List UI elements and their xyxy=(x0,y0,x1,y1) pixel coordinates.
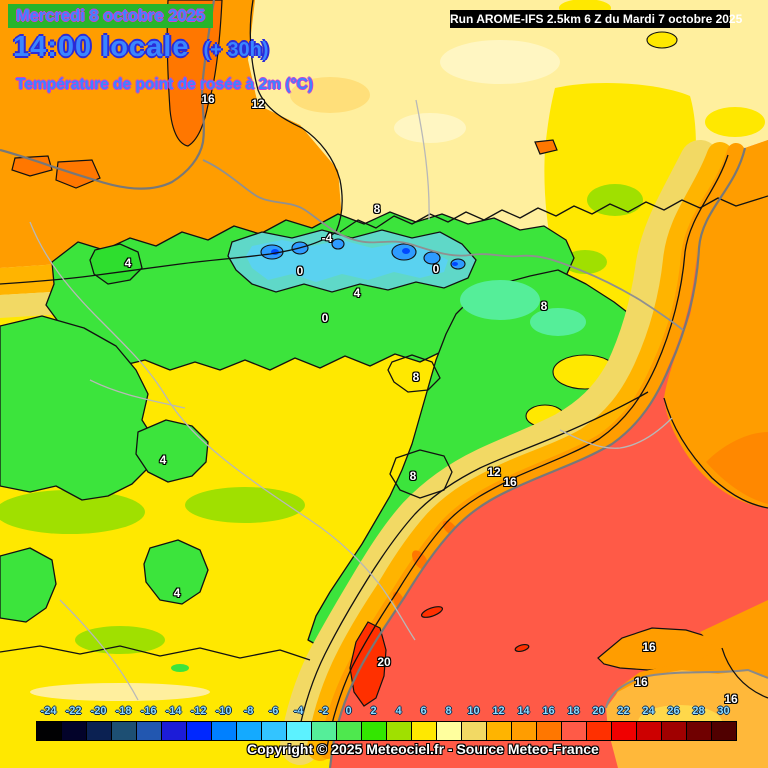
contour-label: 8 xyxy=(540,299,548,313)
colorbar-cell xyxy=(462,722,487,740)
colorbar-cell xyxy=(187,722,212,740)
colorbar-cell xyxy=(262,722,287,740)
contour-label: 8 xyxy=(412,370,420,384)
contour-label: 0 xyxy=(432,262,440,276)
contour-label: 4 xyxy=(124,256,132,270)
colorbar-tick: -10 xyxy=(215,705,232,717)
forecast-offset-label: (+ 30h) xyxy=(203,39,269,61)
colorbar-tick: 24 xyxy=(642,705,655,717)
contour-label: 8 xyxy=(409,469,417,483)
colorbar-cell xyxy=(387,722,412,740)
date-label: Mercredi 8 octobre 2025 xyxy=(16,7,205,25)
valid-time: 14:00 locale (+ 30h) xyxy=(13,31,268,64)
colorbar-tick: 2 xyxy=(370,705,377,717)
contour-label: 4 xyxy=(159,453,167,467)
contour-label: 16 xyxy=(634,675,648,689)
colorbar-tick: 4 xyxy=(395,705,402,717)
colorbar-tick: -2 xyxy=(318,705,329,717)
colorbar-cell xyxy=(112,722,137,740)
colorbar-tick: -14 xyxy=(165,705,182,717)
colorbar-tick: -22 xyxy=(65,705,82,717)
colorbar-tick: -4 xyxy=(293,705,304,717)
colorbar-tick: 26 xyxy=(667,705,680,717)
colorbar-tick: -18 xyxy=(115,705,132,717)
colorbar-tick: -24 xyxy=(40,705,57,717)
colorbar-tick: -12 xyxy=(190,705,207,717)
colorbar-cell xyxy=(287,722,312,740)
colorbar-tick: 18 xyxy=(567,705,580,717)
date-badge: Mercredi 8 octobre 2025 xyxy=(8,4,213,28)
colorbar-cell xyxy=(437,722,462,740)
colorbar-tick: -20 xyxy=(90,705,107,717)
colorbar-cell xyxy=(612,722,637,740)
colorbar-cell xyxy=(562,722,587,740)
colorbar-cell xyxy=(337,722,362,740)
colorbar-tick: 12 xyxy=(492,705,505,717)
contour-label: 0 xyxy=(321,311,329,325)
variable-label: Température de point de rosée à 2m (°C) xyxy=(16,76,314,93)
contour-label: 16 xyxy=(201,92,215,106)
colorbar-cell xyxy=(362,722,387,740)
contour-label: 16 xyxy=(642,640,656,654)
contour-label: 4 xyxy=(353,286,361,300)
colorbar-cell xyxy=(37,722,62,740)
colorbar-tick: 0 xyxy=(345,705,352,717)
colorbar-tick: 14 xyxy=(517,705,530,717)
contour-label: 12 xyxy=(251,97,265,111)
contour-label: 12 xyxy=(487,465,501,479)
contour-label: 8 xyxy=(373,202,381,216)
colorbar-cell xyxy=(237,722,262,740)
contour-label: 20 xyxy=(377,655,391,669)
colorbar-cell xyxy=(637,722,662,740)
colorbar-tick: 28 xyxy=(692,705,705,717)
colorbar-tick: 22 xyxy=(617,705,630,717)
colorbar-cell xyxy=(687,722,712,740)
colorbar-tick: -6 xyxy=(268,705,279,717)
colorbar-cell xyxy=(87,722,112,740)
colorbar-cell xyxy=(162,722,187,740)
model-run-label: Run AROME-IFS 2.5km 6 Z du Mardi 7 octob… xyxy=(450,10,743,28)
colorbar-cell xyxy=(537,722,562,740)
colorbar-tick: 30 xyxy=(717,705,730,717)
copyright-label: Copyright © 2025 Meteociel.fr - Source M… xyxy=(247,741,599,757)
colorbar-cell xyxy=(662,722,687,740)
contour-label: 16 xyxy=(503,475,517,489)
contour-label: 16 xyxy=(724,692,738,706)
colorbar-tick: 8 xyxy=(445,705,452,717)
contour-label: 4 xyxy=(173,586,181,600)
colorbar-cell xyxy=(487,722,512,740)
local-time-label: 14:00 locale xyxy=(13,31,190,63)
colorbar-tick: 20 xyxy=(592,705,605,717)
colorbar-tick: 10 xyxy=(467,705,480,717)
colorbar-cell xyxy=(137,722,162,740)
colorbar-cell xyxy=(212,722,237,740)
colorbar-cell xyxy=(312,722,337,740)
colorbar-cell xyxy=(712,722,736,740)
colorbar-tick: -8 xyxy=(243,705,254,717)
contour-label: -4 xyxy=(321,231,333,245)
contour-label: 0 xyxy=(296,264,304,278)
colorbar-cell xyxy=(512,722,537,740)
colorbar-tick-labels: -24 -22 -20 -18 -16 -14 -12 -10 -8 -6 -4 -2 0 2 4 6 8 10 1… xyxy=(36,705,736,717)
colorbar xyxy=(36,721,737,741)
colorbar-tick: 6 xyxy=(420,705,427,717)
colorbar-cell xyxy=(412,722,437,740)
colorbar-tick: -16 xyxy=(140,705,157,717)
colorbar-tick: 16 xyxy=(542,705,555,717)
colorbar-cell xyxy=(587,722,612,740)
colorbar-cell xyxy=(62,722,87,740)
